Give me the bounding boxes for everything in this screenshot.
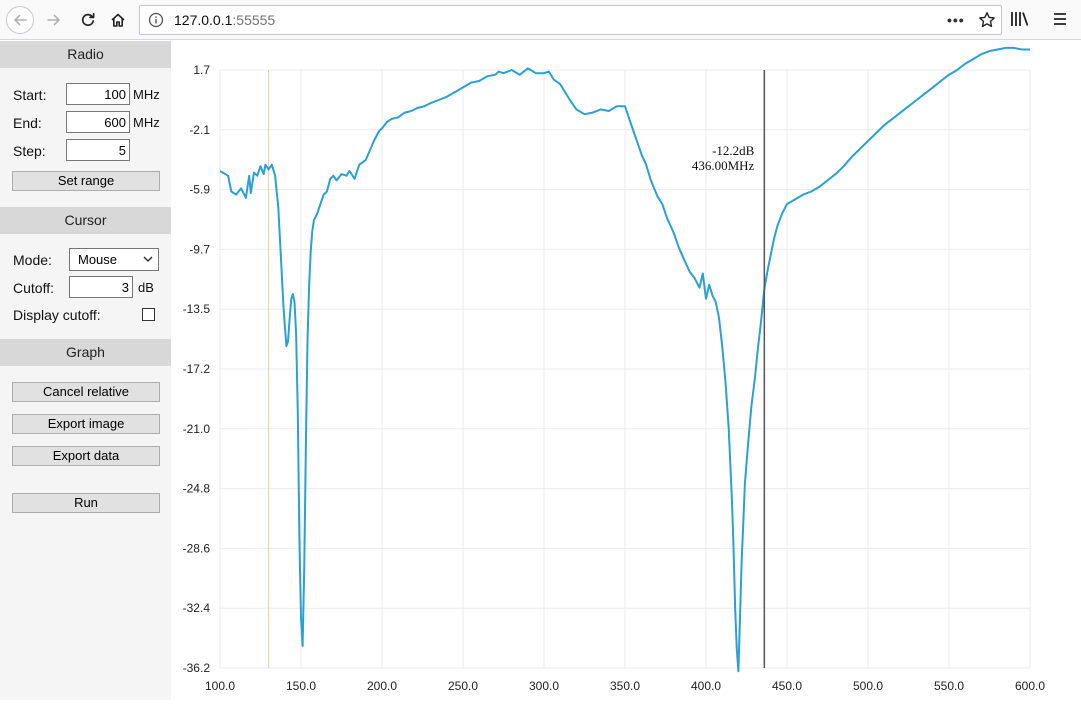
x-tick-label: 600.0 [1015,679,1045,693]
library-icon[interactable] [1010,10,1030,28]
start-unit: MHz [133,87,160,102]
page-actions-button[interactable]: ••• [947,12,965,28]
back-button[interactable] [6,6,34,34]
url-bar[interactable]: 127.0.0.1:55555 ••• [139,5,1002,35]
cancel-relative-button[interactable]: Cancel relative [12,382,160,402]
step-label: Step: [13,143,46,159]
set-range-button[interactable]: Set range [12,171,160,191]
start-input[interactable] [66,83,130,105]
mode-label: Mode: [13,252,52,268]
url-host: 127.0.0.1 [174,12,233,28]
url-text[interactable]: 127.0.0.1:55555 [174,12,275,28]
display-cutoff-checkbox[interactable] [142,308,155,321]
mode-select-value: Mouse [78,252,118,267]
x-tick-label: 300.0 [529,679,559,693]
y-tick-label: -9.7 [189,242,210,256]
end-input[interactable] [66,111,130,133]
cutoff-label: Cutoff: [13,280,54,296]
start-label: Start: [13,87,47,103]
grid [219,69,1031,669]
display-cutoff-label: Display cutoff: [13,307,101,323]
y-tick-label: -2.1 [189,123,210,137]
y-tick-label: -5.9 [189,183,210,197]
cursor-section-header: Cursor [0,207,171,234]
control-panel: Radio Start: MHz End: MHz Step: Set rang… [0,41,171,700]
export-image-button[interactable]: Export image [12,414,160,434]
home-button[interactable] [104,6,132,34]
x-tick-label: 450.0 [772,679,802,693]
arrow-left-icon [14,14,27,26]
x-axis-ticks: 100.0 150.0 200.0 250.0 300.0 350.0 400.0 450.0… [205,679,1045,693]
x-tick-label: 250.0 [448,679,478,693]
x-tick-label: 400.0 [691,679,721,693]
sweep-chart[interactable]: 1.7 -2.1 -5.9 -9.7 -13.5 -17.2 -21.0 -24.8 -28.6… [171,41,1081,700]
cutoff-unit: dB [138,280,154,295]
series-line [219,46,1030,673]
y-tick-label: -36.2 [183,661,211,675]
cursor-freq-label: 436.00MHz [692,158,755,173]
x-tick-label: 350.0 [610,679,640,693]
url-port: :55555 [232,12,276,28]
x-tick-label: 100.0 [205,679,235,693]
reload-icon [81,12,95,27]
y-tick-label: 1.7 [193,63,210,77]
x-tick-label: 200.0 [367,679,397,693]
y-tick-label: -21.0 [183,422,211,436]
arrow-right-icon [47,14,60,26]
bookmark-star-icon[interactable] [978,11,996,29]
y-tick-label: -32.4 [183,601,211,615]
y-axis-ticks: 1.7 -2.1 -5.9 -9.7 -13.5 -17.2 -21.0 -24.8 -28.6… [183,63,211,675]
y-tick-label: -17.2 [183,362,211,376]
x-tick-label: 550.0 [934,679,964,693]
end-unit: MHz [133,115,160,130]
export-data-button[interactable]: Export data [12,446,160,466]
y-tick-label: -13.5 [183,302,211,316]
chevron-down-icon [143,256,153,262]
step-input[interactable] [66,139,130,161]
hamburger-menu-icon[interactable] [1052,11,1068,27]
cursor-db-label: -12.2dB [712,143,755,158]
sweep-plot[interactable]: 1.7 -2.1 -5.9 -9.7 -13.5 -17.2 -21.0 -24.8 -28.6… [171,41,1081,700]
radio-section-header: Radio [0,41,171,68]
y-tick-label: -24.8 [183,482,211,496]
info-icon[interactable] [148,12,164,28]
cutoff-input[interactable] [69,276,133,298]
mode-select[interactable]: Mouse [69,248,159,271]
x-tick-label: 150.0 [286,679,316,693]
forward-button[interactable] [40,6,68,34]
run-button[interactable]: Run [12,493,160,513]
end-label: End: [13,115,42,131]
reload-button[interactable] [74,6,102,34]
x-tick-label: 500.0 [853,679,883,693]
browser-toolbar: 127.0.0.1:55555 ••• [0,0,1081,40]
graph-section-header: Graph [0,339,171,366]
y-tick-label: -28.6 [183,541,211,555]
home-icon [111,13,125,27]
